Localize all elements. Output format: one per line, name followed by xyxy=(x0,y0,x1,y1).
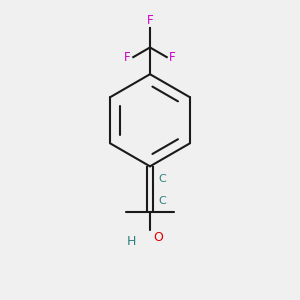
Text: H: H xyxy=(127,235,136,248)
Text: F: F xyxy=(147,14,153,27)
Text: O: O xyxy=(154,231,164,244)
Text: C: C xyxy=(158,174,166,184)
Text: C: C xyxy=(158,196,166,206)
Text: F: F xyxy=(124,51,131,64)
Text: F: F xyxy=(169,51,176,64)
